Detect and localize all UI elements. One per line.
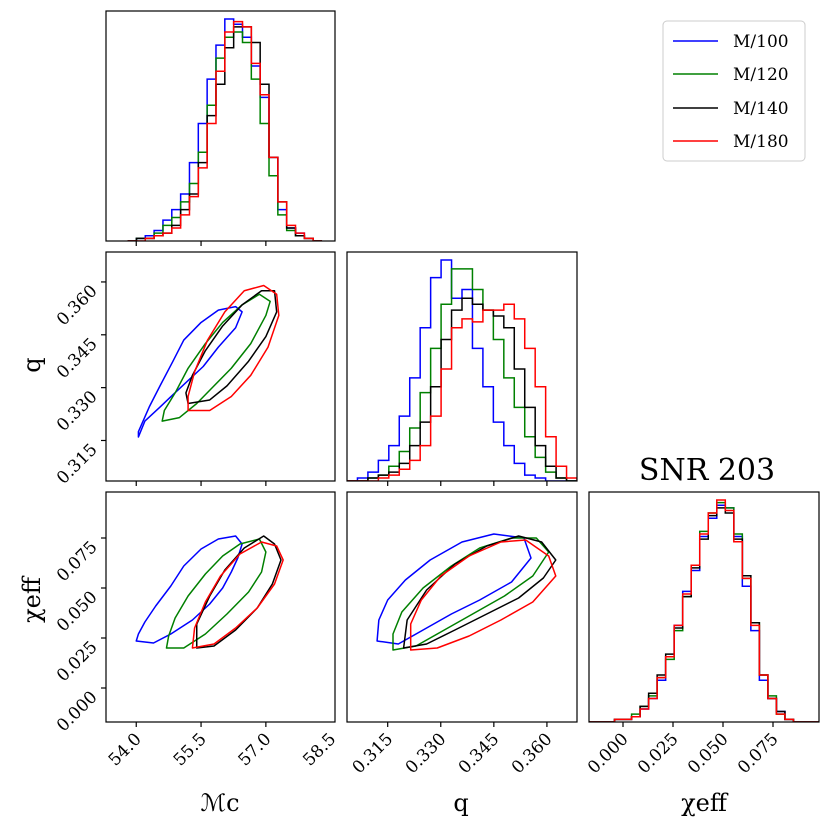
contour-chi-vs-q-m140: [402, 535, 557, 649]
plot-title: SNR 203: [639, 453, 775, 488]
legend-box: [662, 20, 806, 162]
legend-label-m180: M/180: [733, 132, 789, 152]
panel-frame-1-0: [105, 251, 336, 482]
contour-chi-vs-q-m180: [409, 539, 557, 651]
panel-frame-2-0: [105, 491, 336, 723]
data-layer: [127, 18, 819, 722]
histogram-chi-m180: [589, 499, 819, 722]
x-axis-label-mc: ℳc: [200, 789, 239, 817]
contour-chi-vs-mc-m180: [191, 541, 284, 649]
x-axis-label-q: q: [453, 789, 468, 817]
contour-q-vs-mc-m180: [187, 284, 280, 412]
legend-label-m140: M/140: [733, 99, 789, 119]
histogram-q-m120: [347, 268, 577, 481]
panel-frame-1-1: [346, 251, 578, 482]
histogram-q-m140: [347, 297, 577, 481]
contour-q-vs-mc-m120: [161, 293, 271, 422]
contour-chi-vs-mc-m100: [135, 535, 243, 644]
legend-label-m100: M/100: [733, 32, 789, 52]
legend: M/100 M/120 M/140 M/180: [662, 20, 806, 162]
frames-layer: [105, 10, 820, 723]
histogram-q-m180: [347, 303, 577, 481]
histogram-q-m100: [347, 259, 577, 481]
panel-frame-2-1: [346, 491, 578, 723]
y-axis-label-chi: χeff: [18, 575, 46, 623]
panel-frame-0-0: [105, 10, 336, 242]
contour-chi-vs-q-m120: [392, 537, 550, 651]
x-axis-label-chi: χeff: [681, 789, 729, 817]
y-axis-label-q: q: [18, 357, 46, 372]
legend-label-m120: M/120: [733, 65, 789, 85]
histogram-mc-m180: [127, 20, 323, 241]
panel-frame-2-2: [588, 491, 820, 723]
